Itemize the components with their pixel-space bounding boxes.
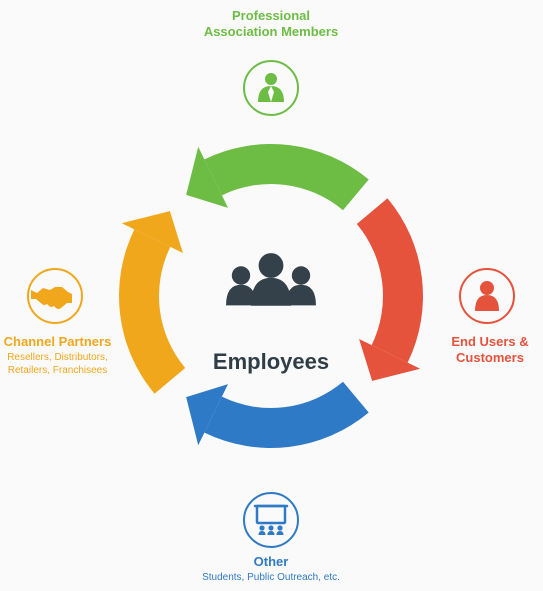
node-circle-bottom (244, 493, 298, 547)
employees-icon (226, 253, 316, 306)
node-bottom-label: Other Students, Public Outreach, etc. (171, 554, 371, 585)
node-left-sub: Resellers, Distributors,Retailers, Franc… (0, 352, 115, 377)
partners-icon (31, 287, 72, 309)
node-bottom-sub: Students, Public Outreach, etc. (171, 572, 371, 585)
center-label: Employees (171, 348, 371, 376)
node-right-title: End Users &Customers (440, 334, 540, 367)
node-right-label: End Users &Customers (440, 334, 540, 369)
diagram-svg (0, 0, 543, 591)
diagram-stage: Employees ProfessionalAssociation Member… (0, 0, 543, 591)
ring-segment (204, 144, 368, 210)
node-left-title: Channel Partners (0, 334, 115, 350)
association-icon (258, 73, 284, 102)
ring-segment (357, 198, 423, 362)
node-bottom-title: Other (171, 554, 371, 570)
node-left-label: Channel Partners Resellers, Distributors… (0, 334, 115, 377)
node-top-label: ProfessionalAssociation Members (171, 8, 371, 43)
other-icon (255, 506, 287, 535)
customers-icon (475, 281, 499, 311)
ring-segment (204, 382, 368, 448)
node-top-title: ProfessionalAssociation Members (171, 8, 371, 41)
